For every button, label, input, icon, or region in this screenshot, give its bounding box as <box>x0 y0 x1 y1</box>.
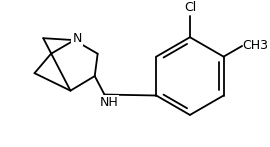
Text: CH3: CH3 <box>243 39 269 52</box>
Text: Cl: Cl <box>184 1 196 14</box>
Text: NH: NH <box>100 96 119 109</box>
Text: N: N <box>73 32 82 45</box>
